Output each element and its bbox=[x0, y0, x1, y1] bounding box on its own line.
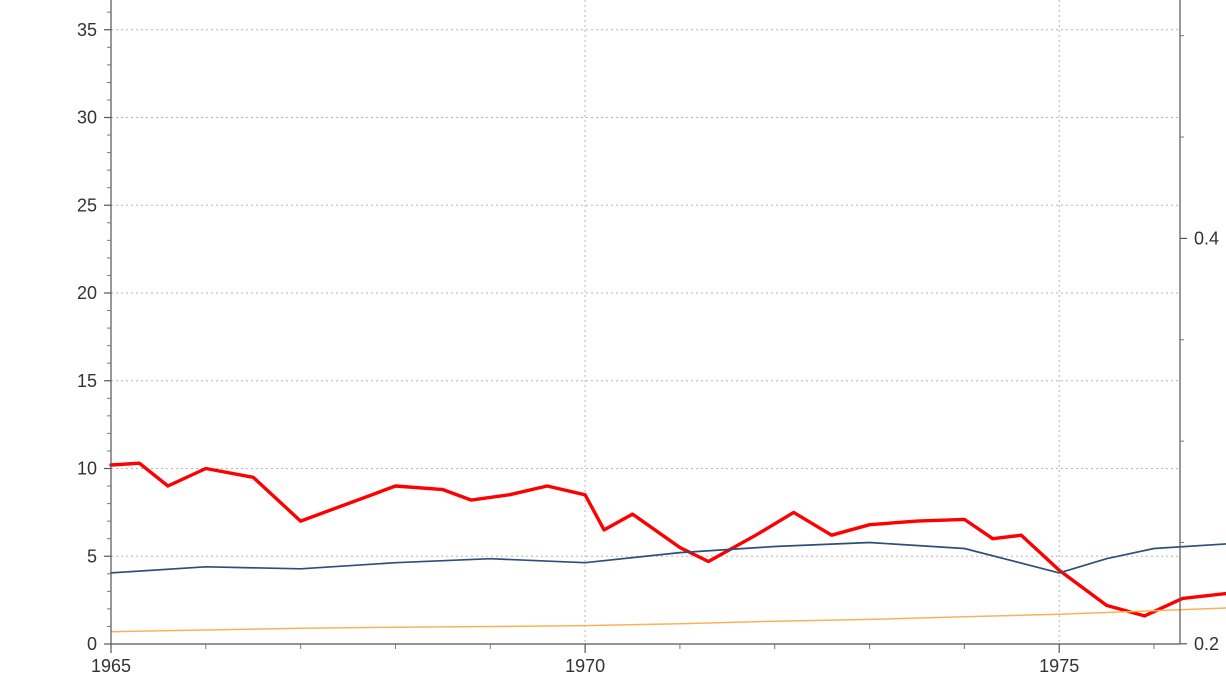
y-tick-label: 10 bbox=[77, 459, 97, 479]
x-tick-label: 1970 bbox=[565, 656, 605, 676]
y-tick-label: 0 bbox=[87, 634, 97, 654]
y-tick-label: 25 bbox=[77, 195, 97, 215]
y-tick-label: 20 bbox=[77, 283, 97, 303]
series-line-1 bbox=[109, 461, 1226, 618]
y-tick-label: 5 bbox=[87, 546, 97, 566]
y-tick-label: 30 bbox=[77, 108, 97, 128]
y2-tick-label: 0.4 bbox=[1194, 228, 1219, 248]
y-tick-label: 15 bbox=[77, 371, 97, 391]
x-tick-label: 1975 bbox=[1039, 656, 1079, 676]
x-tick-label: 1965 bbox=[91, 656, 131, 676]
grid-layer bbox=[110, 0, 1180, 645]
tick-label-layer: 1965197019751980198519901995200020052010… bbox=[77, 20, 1219, 676]
series-layer bbox=[109, 461, 1226, 633]
axis-layer bbox=[104, 0, 1187, 653]
y-tick-label: 35 bbox=[77, 20, 97, 40]
y2-tick-label: 0.2 bbox=[1194, 634, 1219, 654]
series-line-3 bbox=[110, 607, 1226, 633]
